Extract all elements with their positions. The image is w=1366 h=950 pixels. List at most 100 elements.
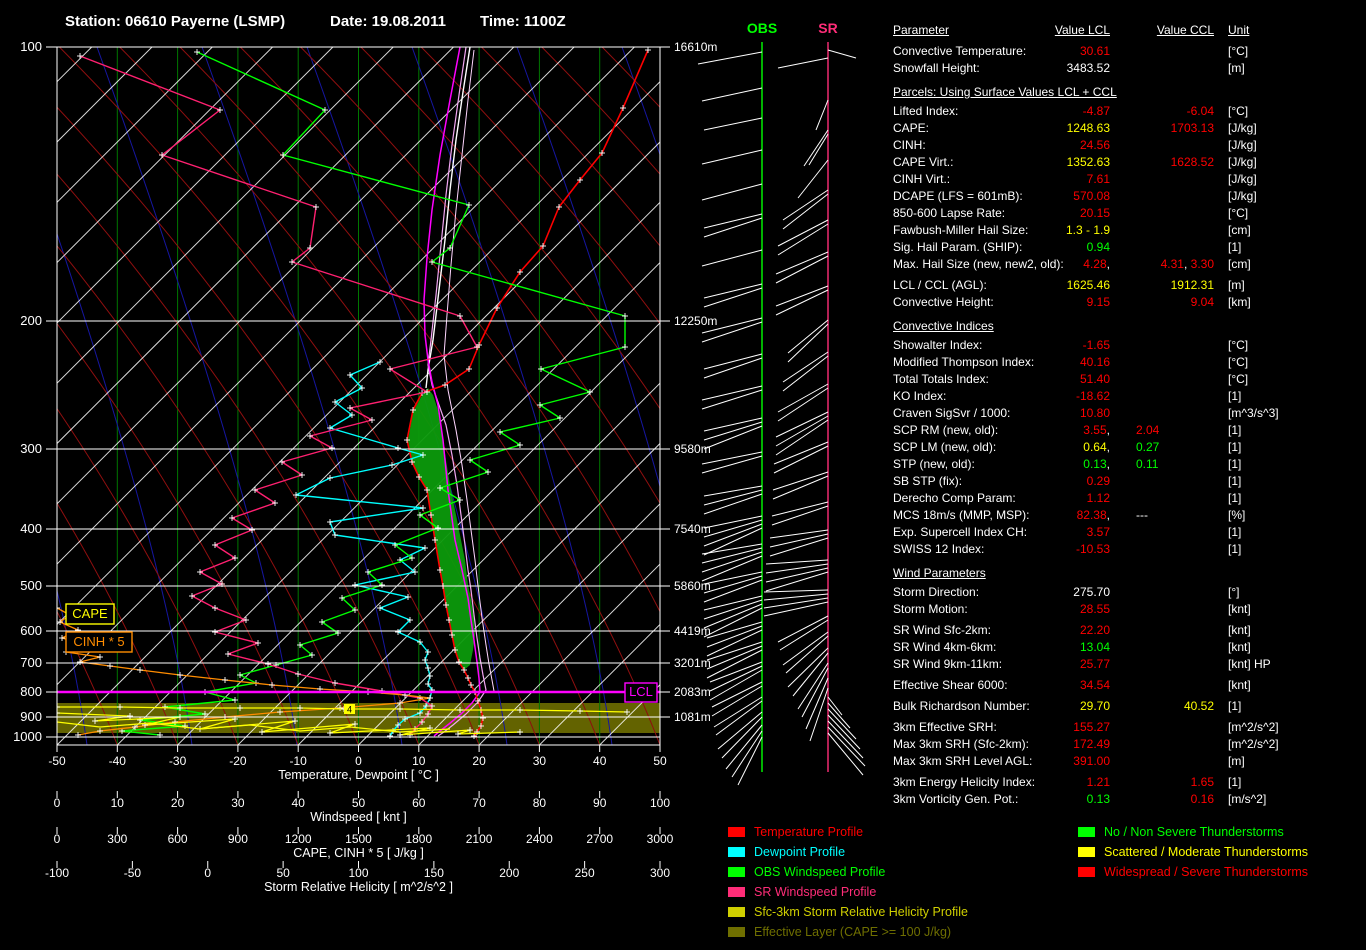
value-lcl: 0.13 xyxy=(893,793,1110,805)
srh-tick-label: -100 xyxy=(45,866,69,880)
table-row: STP (new, old): 0.13, 0.11 [1] xyxy=(893,458,1366,475)
value-segment: , xyxy=(1183,257,1191,271)
row-unit: [J/kg] xyxy=(1228,172,1257,186)
sr-wind-barb xyxy=(827,726,866,767)
sr-wind-barb xyxy=(803,129,829,167)
severity-legend-item: No / Non Severe Thunderstorms xyxy=(1078,822,1308,842)
value-segment: 155.27 xyxy=(1073,720,1110,734)
srh-tick-label: 50 xyxy=(276,866,290,880)
row-label: Max 3km SRH (Sfc-2km): xyxy=(893,737,1030,751)
value-lcl: 25.77 xyxy=(893,658,1110,670)
row-label: Derecho Comp Param: xyxy=(893,491,1016,505)
time-title: Time: 1100Z xyxy=(480,13,566,30)
dry-adiabat xyxy=(723,47,893,745)
legend-label: Effective Layer (CAPE >= 100 J/kg) xyxy=(754,925,952,939)
dry-adiabat xyxy=(57,245,359,745)
obs-wind-barb xyxy=(703,527,763,556)
cape-tick-label: 300 xyxy=(107,832,127,846)
value-lcl: 1248.63 xyxy=(893,122,1110,134)
value-lcl: 40.16 xyxy=(893,356,1110,368)
obs-wind-barb xyxy=(709,661,763,683)
obs-wind-barb xyxy=(703,117,763,131)
value-segment: 0.11 xyxy=(1136,457,1159,471)
value-lcl: 30.61 xyxy=(893,45,1110,57)
lcl-label: LCL xyxy=(629,684,653,699)
obs-wind-barb xyxy=(703,213,763,229)
srh-tick-label: -50 xyxy=(124,866,142,880)
row-label: SR Wind 9km-11km: xyxy=(893,657,1003,671)
obs-windspeed-profile-swatch xyxy=(728,867,745,877)
moist-adiabat xyxy=(201,47,403,745)
value-segment: 0.64 xyxy=(1083,440,1107,454)
isotherm-line xyxy=(116,201,660,745)
row-label: Storm Direction: xyxy=(893,585,980,599)
cape-axis-title: CAPE, CINH * 5 [ J/kg ] xyxy=(293,846,424,860)
sr-wind-barb xyxy=(782,351,829,383)
sr-wind-barb xyxy=(771,505,829,526)
row-label: SWISS 12 Index: xyxy=(893,542,985,556)
sr-wind-barb xyxy=(775,415,829,447)
value-lcl: 51.40 xyxy=(893,373,1110,385)
srh-tick-label: 200 xyxy=(499,866,519,880)
table-row: SCP RM (new, old): 3.55, 2.04 [1] xyxy=(893,424,1366,441)
obs-wind-barb xyxy=(706,621,763,639)
sr-wind-barb xyxy=(771,501,829,517)
windspeed-tick-label: 70 xyxy=(472,796,486,810)
row-unit: [m^2/s^2] xyxy=(1228,737,1279,751)
sr-wind-barb xyxy=(797,159,829,199)
sr-wind-barb xyxy=(777,57,829,69)
table-row: SB STP (fix): 0.29 [1] xyxy=(893,475,1366,492)
table-row: 3km Energy Helicity Index: 1.21 1.65 [1] xyxy=(893,776,1366,793)
table-row: LCL / CCL (AGL): 1625.46 1912.31 [m] xyxy=(893,279,1366,296)
value-lcl: -18.62 xyxy=(893,390,1110,402)
value-segment: 391.00 xyxy=(1073,754,1110,768)
header-value-lcl: Value LCL xyxy=(1054,23,1110,37)
pressure-label: 400 xyxy=(20,521,42,536)
table-row: CINH: 24.56 [J/kg] xyxy=(893,139,1366,156)
sr-wind-barb xyxy=(782,631,829,666)
row-unit: [°C] xyxy=(1228,44,1249,58)
sr-wind-barb xyxy=(785,635,829,674)
value-segment: 20.15 xyxy=(1079,206,1110,220)
obs-wind-barb xyxy=(703,283,763,299)
table-header-row: Parameter Value LCL Value CCL Unit xyxy=(893,24,1366,45)
table-row: DCAPE (LFS = 601mB): 570.08 [J/kg] xyxy=(893,190,1366,207)
sr-wind-barb xyxy=(769,529,829,539)
widespread-severe-thunderstorms-swatch xyxy=(1078,867,1095,877)
obs-wind-barb xyxy=(701,451,763,465)
value-segment: 0.27 xyxy=(1136,440,1160,454)
row-label: Lifted Index: xyxy=(893,104,959,118)
cape-label: CAPE xyxy=(72,606,108,621)
obs-wind-barb xyxy=(706,625,763,648)
srh-profile-2-line xyxy=(57,712,521,736)
parcel-white-line xyxy=(425,47,471,389)
row-unit: [m/s^2] xyxy=(1228,792,1267,806)
parcel-violet-1-line xyxy=(427,47,487,737)
profile-legend-item: Temperature Profile xyxy=(728,822,968,842)
table-row: Storm Motion: 28.55 [knt] xyxy=(893,603,1366,620)
table-row: CAPE Virt.: 1352.63 1628.52 [J/kg] xyxy=(893,156,1366,173)
header-unit: Unit xyxy=(1228,23,1250,37)
obs-wind-barb xyxy=(703,287,763,308)
cape-tick-label: 1200 xyxy=(285,832,312,846)
srh-profile-3-line xyxy=(57,721,451,733)
row-label: Convective Height: xyxy=(893,295,994,309)
obs-wind-barb xyxy=(731,730,763,778)
cape-tick-label: 2400 xyxy=(526,832,553,846)
sr-wind-barb xyxy=(801,667,829,718)
sr-wind-barb xyxy=(805,677,829,730)
dry-adiabat xyxy=(601,47,660,109)
row-unit: [°C] xyxy=(1228,355,1249,369)
obs-wind-barb xyxy=(703,417,763,432)
pressure-label: 600 xyxy=(20,623,42,638)
pressure-label: 800 xyxy=(20,684,42,699)
profile-legend: Temperature Profile Dewpoint Profile OBS W… xyxy=(728,822,968,942)
sr-wind-barb xyxy=(782,193,829,230)
value-ccl: 1628.52 xyxy=(1006,156,1214,168)
value-lcl: 34.54 xyxy=(893,679,1110,691)
value-segment: 1248.63 xyxy=(1066,121,1110,135)
moist-adiabat xyxy=(832,47,893,745)
isotherm-line xyxy=(57,47,575,565)
obs-wind-barb xyxy=(703,603,763,629)
isotherm-line xyxy=(57,47,213,204)
